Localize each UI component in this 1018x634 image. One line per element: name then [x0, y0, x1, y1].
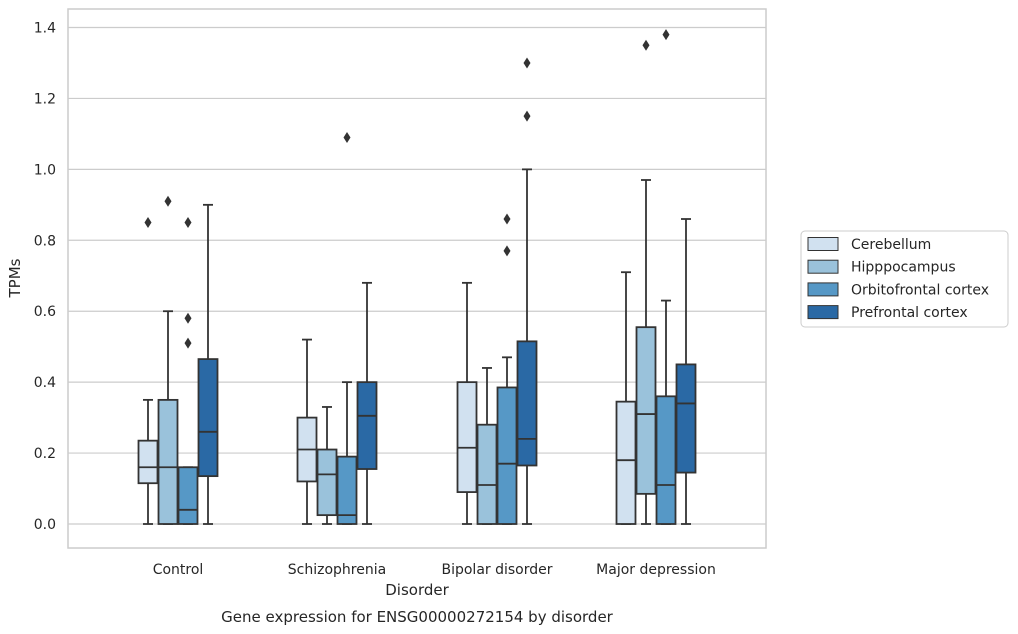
x-axis-label: Disorder [385, 581, 449, 599]
box-group [496, 213, 518, 525]
outlier-point [503, 213, 511, 225]
y-tick-label: 1.0 [34, 162, 56, 178]
box-group [197, 203, 219, 525]
x-tick-label: Major depression [596, 562, 716, 578]
legend-swatch [807, 305, 839, 320]
box [476, 423, 498, 525]
box [655, 395, 677, 525]
box [496, 386, 518, 525]
legend-swatch [807, 282, 839, 297]
x-tick-label: Schizophrenia [288, 562, 386, 578]
box-group [675, 218, 697, 525]
y-axis-label: TPMs [6, 258, 24, 298]
legend-frame [800, 230, 1009, 328]
box-group [615, 271, 637, 525]
outlier-point [144, 217, 152, 229]
chart-caption: Gene expression for ENSG00000272154 by d… [221, 608, 614, 626]
boxes [137, 29, 697, 525]
box-group [316, 406, 338, 525]
y-tick-label: 1.4 [34, 21, 56, 37]
outlier-point [642, 39, 650, 51]
outlier-point [523, 110, 531, 122]
outlier-point [662, 29, 670, 41]
plot-frame [67, 8, 767, 549]
legend-label: Cerebellum [851, 237, 931, 253]
box [137, 439, 159, 485]
box-group [635, 39, 657, 525]
box-group [137, 217, 159, 525]
y-tick-label: 0.4 [34, 375, 56, 391]
grid-lines [68, 26, 766, 525]
outlier-point [184, 217, 192, 229]
box-group [296, 338, 318, 525]
outlier-point [503, 245, 511, 257]
x-tick-labels: Control Schizophrenia Bipolar disorder Majo… [153, 562, 716, 578]
box-group [177, 217, 199, 525]
outlier-point [343, 131, 351, 143]
box-group [516, 57, 538, 525]
legend-swatch [807, 237, 839, 251]
box-group [456, 281, 478, 525]
box [177, 466, 199, 525]
y-tick-label: 1.2 [34, 91, 56, 107]
box-group [476, 367, 498, 525]
box-group [356, 281, 378, 525]
legend-swatch [807, 259, 839, 274]
outlier-point [184, 312, 192, 324]
legend-label: Prefrontal cortex [851, 305, 968, 321]
outlier-point [164, 195, 172, 207]
box [456, 381, 478, 493]
y-tick-label: 0.8 [34, 233, 56, 249]
box-group [336, 131, 358, 525]
legend-label: Hipppocampus [851, 260, 956, 276]
outlier-point [523, 57, 531, 69]
x-tick-label: Bipolar disorder [441, 562, 552, 578]
box [336, 455, 358, 525]
y-tick-label: 0.2 [34, 446, 56, 462]
box [516, 340, 538, 467]
box-group [655, 29, 677, 525]
box [635, 326, 657, 495]
y-tick-label: 0.6 [34, 304, 56, 320]
x-tick-label: Control [153, 562, 204, 578]
box-group [157, 195, 179, 525]
y-tick-label: 0.0 [34, 517, 56, 533]
box [356, 381, 378, 470]
box [197, 358, 219, 478]
box [615, 400, 637, 525]
outlier-point [184, 337, 192, 349]
box [157, 398, 179, 525]
box [675, 363, 697, 474]
y-tick-labels: 0.0 0.2 0.4 0.6 0.8 1.0 1.2 1.4 [34, 21, 56, 534]
legend-label: Orbitofrontal cortex [851, 282, 989, 298]
box [316, 448, 338, 517]
legend: Cerebellum Hipppocampus Orbitofrontal cort… [800, 230, 1009, 328]
